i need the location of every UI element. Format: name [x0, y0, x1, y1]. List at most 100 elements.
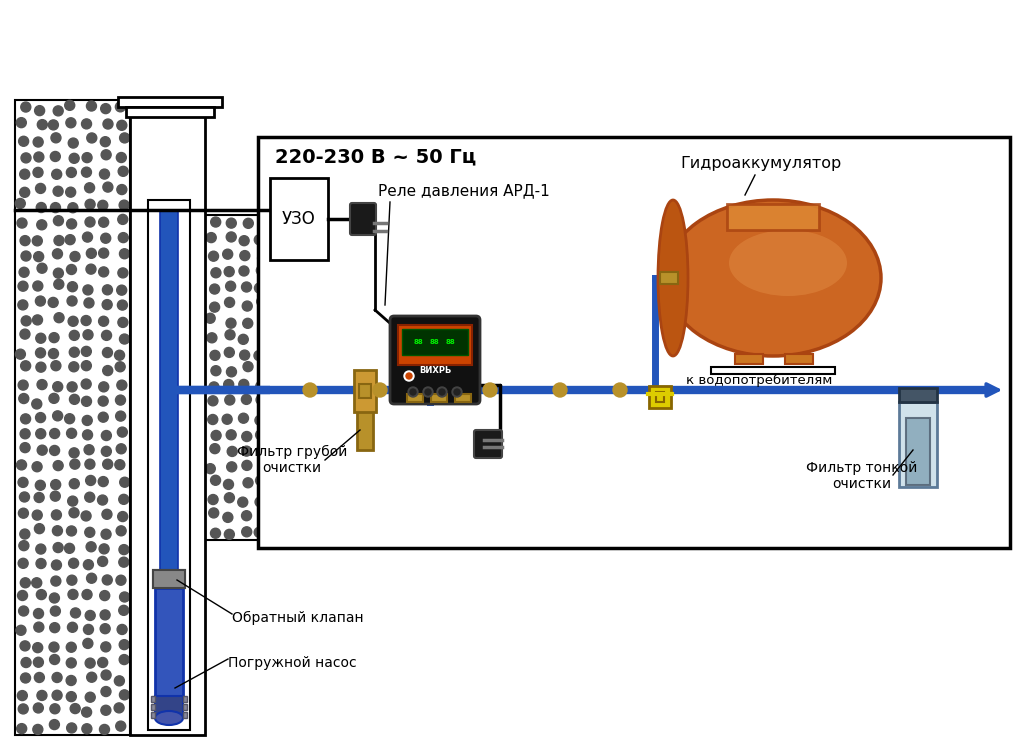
Circle shape: [22, 316, 31, 326]
Circle shape: [86, 265, 96, 274]
Circle shape: [102, 182, 113, 192]
Circle shape: [68, 282, 78, 292]
Circle shape: [85, 528, 95, 537]
Circle shape: [51, 169, 61, 179]
Circle shape: [118, 512, 128, 522]
Circle shape: [258, 253, 267, 263]
Circle shape: [53, 106, 63, 116]
Circle shape: [222, 415, 232, 424]
Circle shape: [254, 283, 264, 293]
Circle shape: [254, 528, 264, 537]
Circle shape: [36, 184, 45, 193]
Circle shape: [69, 317, 78, 326]
Circle shape: [117, 152, 126, 163]
Circle shape: [49, 719, 59, 730]
Circle shape: [83, 232, 92, 242]
Circle shape: [254, 351, 264, 360]
Bar: [270, 178, 328, 260]
Circle shape: [206, 233, 216, 243]
Circle shape: [37, 590, 46, 600]
Circle shape: [52, 249, 62, 259]
Circle shape: [87, 133, 97, 143]
Circle shape: [85, 459, 95, 469]
Circle shape: [32, 399, 42, 409]
Circle shape: [102, 575, 113, 585]
Circle shape: [18, 541, 29, 551]
Circle shape: [118, 215, 128, 224]
Circle shape: [34, 152, 44, 162]
Circle shape: [98, 412, 109, 422]
Circle shape: [226, 462, 237, 472]
Circle shape: [34, 493, 44, 502]
Circle shape: [51, 360, 60, 371]
Circle shape: [49, 655, 59, 664]
Circle shape: [17, 218, 27, 228]
Bar: [656, 392, 664, 402]
Bar: [899, 388, 937, 402]
Circle shape: [102, 509, 112, 519]
Circle shape: [423, 387, 433, 397]
Circle shape: [119, 200, 129, 210]
Bar: [354, 370, 376, 412]
Circle shape: [239, 334, 248, 344]
Circle shape: [51, 560, 61, 570]
Bar: [407, 394, 423, 402]
Bar: [398, 325, 472, 365]
Circle shape: [71, 704, 80, 713]
Circle shape: [49, 642, 59, 652]
Circle shape: [67, 526, 77, 536]
Circle shape: [437, 387, 447, 397]
Circle shape: [85, 199, 95, 210]
Circle shape: [242, 527, 252, 536]
Circle shape: [17, 591, 28, 600]
Circle shape: [20, 414, 31, 424]
Circle shape: [211, 528, 220, 538]
Circle shape: [66, 235, 75, 244]
Circle shape: [70, 251, 80, 262]
Circle shape: [259, 463, 269, 473]
Circle shape: [226, 429, 237, 440]
Circle shape: [15, 198, 26, 209]
Circle shape: [116, 395, 126, 405]
Circle shape: [100, 103, 111, 114]
Circle shape: [303, 383, 317, 397]
Circle shape: [99, 169, 110, 179]
Circle shape: [36, 333, 46, 343]
Circle shape: [67, 167, 77, 178]
Circle shape: [54, 236, 65, 245]
Circle shape: [119, 640, 129, 649]
Circle shape: [16, 117, 27, 128]
Circle shape: [34, 703, 43, 713]
Bar: [151, 704, 155, 710]
Circle shape: [119, 545, 129, 554]
Bar: [431, 394, 447, 402]
Circle shape: [259, 363, 268, 372]
Circle shape: [439, 389, 445, 395]
Circle shape: [67, 428, 77, 438]
Bar: [130, 100, 205, 735]
Circle shape: [406, 373, 412, 379]
Circle shape: [117, 285, 127, 295]
Circle shape: [69, 448, 79, 458]
Bar: [660, 272, 678, 284]
Bar: [118, 97, 222, 107]
Circle shape: [243, 362, 253, 372]
Circle shape: [483, 383, 497, 397]
Text: Фильтр тонкой
очистки: Фильтр тонкой очистки: [806, 461, 918, 491]
Circle shape: [20, 673, 31, 683]
Circle shape: [65, 543, 75, 554]
Circle shape: [224, 493, 234, 503]
Circle shape: [242, 432, 252, 441]
Circle shape: [225, 330, 236, 340]
Bar: [183, 704, 187, 710]
Circle shape: [17, 690, 28, 701]
Circle shape: [34, 252, 44, 262]
Circle shape: [83, 430, 92, 440]
Circle shape: [49, 333, 59, 343]
Circle shape: [210, 302, 219, 312]
Circle shape: [117, 120, 127, 130]
Circle shape: [36, 480, 45, 490]
Circle shape: [84, 445, 94, 455]
Circle shape: [34, 658, 43, 667]
Circle shape: [119, 557, 129, 567]
